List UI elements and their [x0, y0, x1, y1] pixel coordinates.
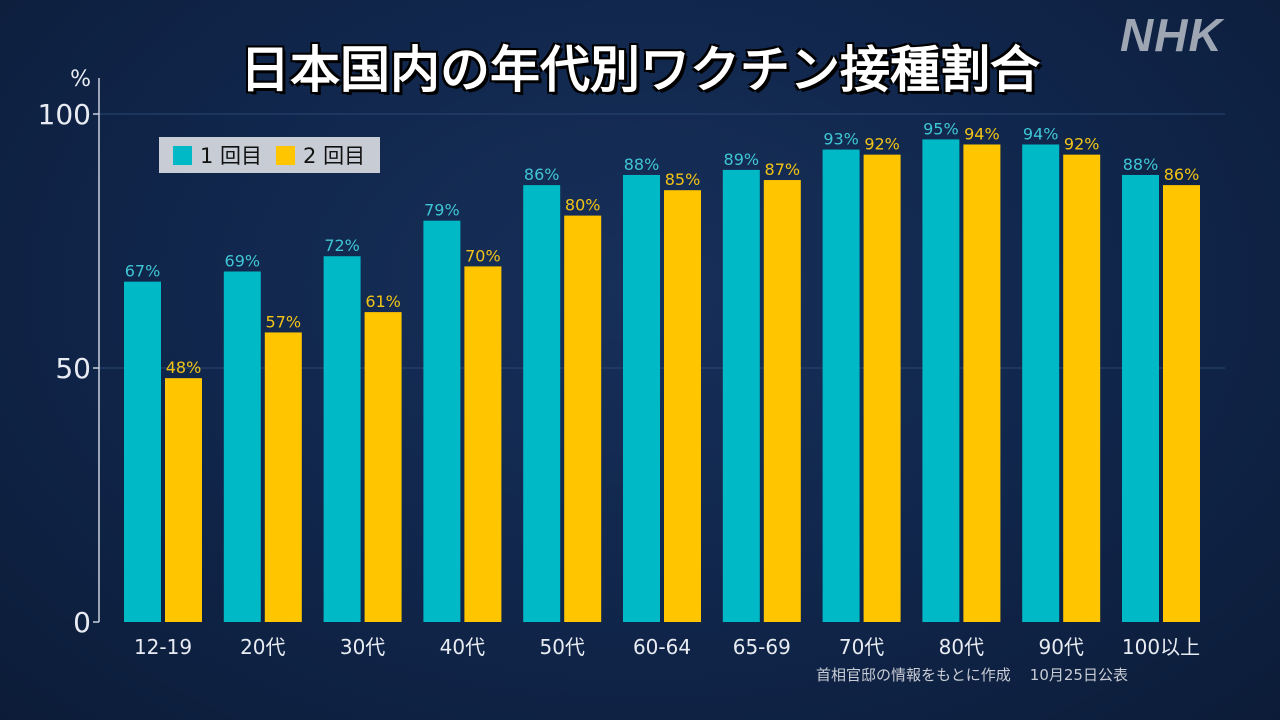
bar-2: [1163, 185, 1200, 622]
x-tick-label: 80代: [939, 635, 984, 659]
data-label: 94%: [1023, 124, 1059, 143]
data-label: 57%: [266, 312, 302, 331]
data-label: 94%: [964, 124, 1000, 143]
x-tick-label: 100以上: [1122, 635, 1200, 659]
chart-title: 日本国内の年代別ワクチン接種割合: [240, 41, 1040, 99]
bar-1: [1022, 144, 1060, 623]
legend-label: 2 回目: [303, 144, 366, 168]
source-note: 首相官邸の情報をもとに作成 10月25日公表: [816, 664, 1128, 685]
x-tick-label: 65-69: [733, 635, 791, 659]
bar-1: [423, 220, 461, 622]
legend-label: 1 回目: [200, 144, 263, 168]
y-tick-label: 100: [38, 98, 91, 131]
nhk-logo: NHK: [1120, 9, 1223, 61]
data-label: 86%: [524, 165, 560, 184]
bar-2: [264, 332, 302, 622]
x-tick-label: 60-64: [633, 635, 691, 659]
bar-1: [523, 185, 561, 622]
data-label: 72%: [324, 236, 360, 255]
x-tick-label: 30代: [340, 635, 385, 659]
data-label: 88%: [624, 155, 660, 174]
data-label: 61%: [365, 292, 401, 311]
legend-item-dose1: 1 回目: [173, 140, 262, 170]
data-label: 92%: [864, 135, 900, 154]
data-label: 69%: [225, 251, 261, 270]
bar-1: [623, 174, 660, 622]
data-label: 92%: [1064, 135, 1100, 154]
data-label: 80%: [565, 196, 601, 215]
x-tick-label: 12-19: [134, 635, 192, 659]
data-label: 67%: [125, 262, 161, 281]
bar-2: [664, 190, 701, 622]
bar-1: [124, 281, 161, 622]
y-tick-label: 0: [73, 606, 91, 639]
data-label: 95%: [923, 119, 959, 138]
y-axis-label: %: [70, 67, 91, 92]
legend-swatch: [173, 145, 192, 165]
legend: 1 回目 2 回目: [159, 137, 380, 173]
bar-1: [223, 271, 261, 622]
x-tick-label: 50代: [539, 635, 584, 659]
bar-1: [323, 256, 361, 622]
data-label: 86%: [1164, 165, 1200, 184]
bar-2: [364, 312, 402, 622]
y-tick-label: 50: [55, 352, 91, 385]
x-tick-label: 40代: [440, 635, 485, 659]
data-label: 87%: [765, 160, 801, 179]
bar-2: [165, 378, 202, 622]
data-label: 88%: [1123, 155, 1159, 174]
data-label: 85%: [665, 170, 701, 189]
bar-2: [863, 154, 901, 622]
x-tick-label: 90代: [1038, 635, 1083, 659]
source-text: 首相官邸の情報をもとに作成: [816, 666, 1011, 684]
legend-item-dose2: 2 回目: [276, 140, 365, 170]
publish-date: 10月25日公表: [1029, 666, 1128, 684]
bar-2: [1063, 154, 1101, 622]
bar-1: [1122, 174, 1159, 622]
data-label: 93%: [823, 130, 859, 149]
bar-2: [763, 180, 801, 623]
bar-1: [922, 139, 960, 622]
data-label: 79%: [424, 201, 460, 220]
bar-1: [722, 169, 760, 622]
bar-1: [822, 149, 860, 622]
data-label: 48%: [166, 358, 202, 377]
legend-swatch: [276, 145, 296, 165]
x-tick-label: 70代: [839, 635, 884, 659]
bar-2: [464, 266, 502, 622]
data-label: 89%: [724, 150, 760, 169]
bar-2: [564, 215, 602, 622]
x-tick-label: 20代: [240, 635, 285, 659]
data-label: 70%: [465, 246, 501, 265]
bar-2: [963, 144, 1001, 623]
